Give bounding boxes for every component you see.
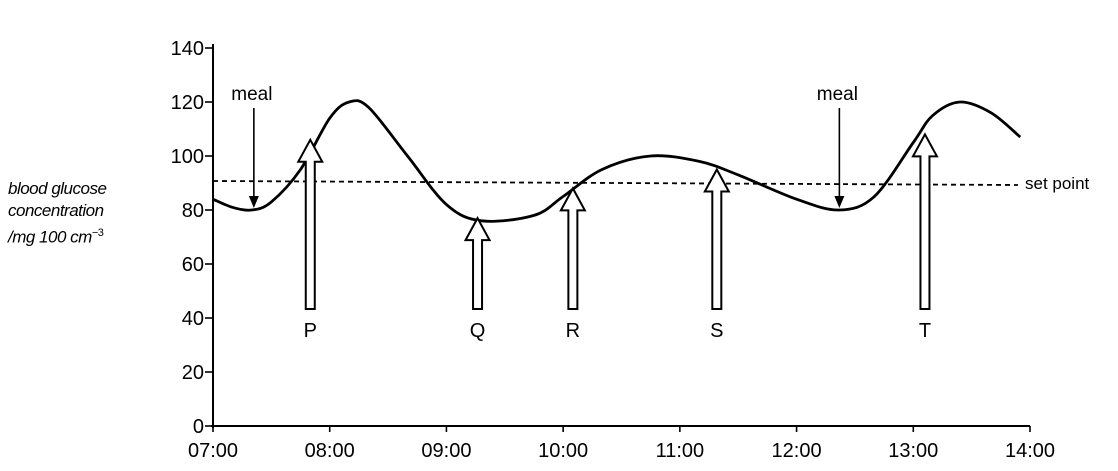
marker-arrow-q — [463, 216, 492, 310]
glucose-curve — [212, 99, 1022, 223]
y-axis-label: blood glucose concentration /mg 100 cm−3 — [8, 178, 107, 249]
y-axis-label-exponent: −3 — [91, 227, 104, 239]
x-tick-label: 08:00 — [305, 440, 355, 462]
y-tick-label: 100 — [171, 146, 204, 168]
marker-label-r: R — [566, 320, 580, 342]
y-tick-label: 40 — [182, 308, 204, 330]
y-axis-label-line-3: /mg 100 cm−3 — [8, 227, 104, 247]
set-point-label: set point — [1025, 174, 1090, 193]
meal-arrow-head — [834, 196, 845, 208]
y-tick-label: 20 — [182, 362, 204, 384]
marker-arrow-t — [911, 132, 939, 310]
y-axis-label-line-2: concentration — [8, 201, 104, 220]
y-tick-label: 120 — [171, 92, 204, 114]
marker-arrow-s — [703, 167, 731, 310]
y-tick-label: 140 — [171, 38, 204, 60]
meal-label: meal — [817, 84, 858, 105]
meal-label: meal — [231, 84, 272, 105]
marker-label-s: S — [710, 320, 723, 342]
marker-label-t: T — [919, 320, 931, 342]
x-tick-label: 10:00 — [538, 440, 588, 462]
marker-label-p: P — [304, 320, 317, 342]
x-tick-label: 13:00 — [888, 440, 938, 462]
y-axis-label-line-1: blood glucose — [8, 179, 107, 198]
x-tick-label: 14:00 — [1005, 440, 1055, 462]
x-tick-label: 11:00 — [656, 440, 705, 462]
meal-arrow-head — [248, 196, 259, 208]
marker-label-q: Q — [470, 320, 486, 342]
set-point-line — [212, 180, 1019, 186]
y-tick-label: 80 — [182, 200, 204, 222]
marker-arrow-r — [559, 186, 587, 310]
marker-arrow-p — [296, 137, 324, 310]
x-tick-label: 12:00 — [772, 440, 822, 462]
y-tick-label: 60 — [182, 254, 204, 276]
x-tick-label: 07:00 — [188, 440, 238, 462]
axes-group: 0 20 40 60 80 100 120 140 07:00 08:00 09:00 10:00 11… — [171, 38, 1055, 462]
y-tick-label: 0 — [193, 416, 204, 438]
x-tick-label: 09:00 — [421, 440, 471, 462]
